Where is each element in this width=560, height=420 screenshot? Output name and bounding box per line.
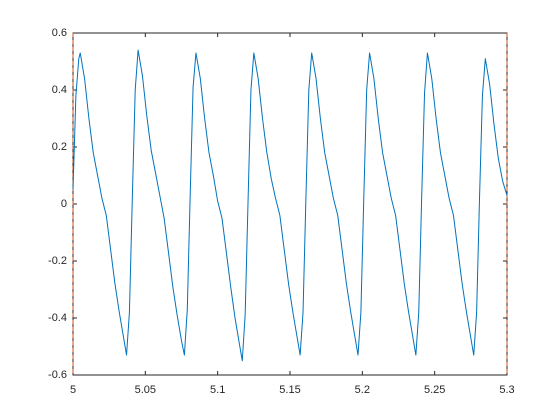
y-tick-label: 0.2 xyxy=(52,141,67,153)
x-tick-label: 5 xyxy=(70,384,76,396)
x-tick-label: 5.2 xyxy=(355,384,370,396)
y-tick-label: -0.2 xyxy=(48,255,67,267)
y-tick-label: 0.4 xyxy=(52,84,67,96)
y-tick-label: 0 xyxy=(61,198,67,210)
x-tick-label: 5.1 xyxy=(210,384,225,396)
y-tick-label: -0.4 xyxy=(48,312,67,324)
line-series xyxy=(72,49,508,362)
x-tick-label: 5.05 xyxy=(135,384,156,396)
y-tick-label: -0.6 xyxy=(48,369,67,381)
x-tick-label: 5.3 xyxy=(499,384,514,396)
x-tick-label: 5.15 xyxy=(279,384,300,396)
axes-box xyxy=(72,32,508,376)
x-tick-label: 5.25 xyxy=(424,384,445,396)
y-tick-label: 0.6 xyxy=(52,27,67,39)
